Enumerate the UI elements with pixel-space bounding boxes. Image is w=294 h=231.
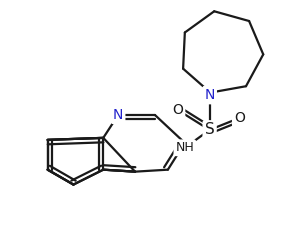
Text: N: N <box>113 108 123 122</box>
Text: NH: NH <box>176 141 194 154</box>
Text: S: S <box>205 122 215 137</box>
Text: O: O <box>234 111 245 125</box>
Text: N: N <box>204 88 215 102</box>
Text: N: N <box>204 88 215 102</box>
Text: O: O <box>172 103 183 117</box>
